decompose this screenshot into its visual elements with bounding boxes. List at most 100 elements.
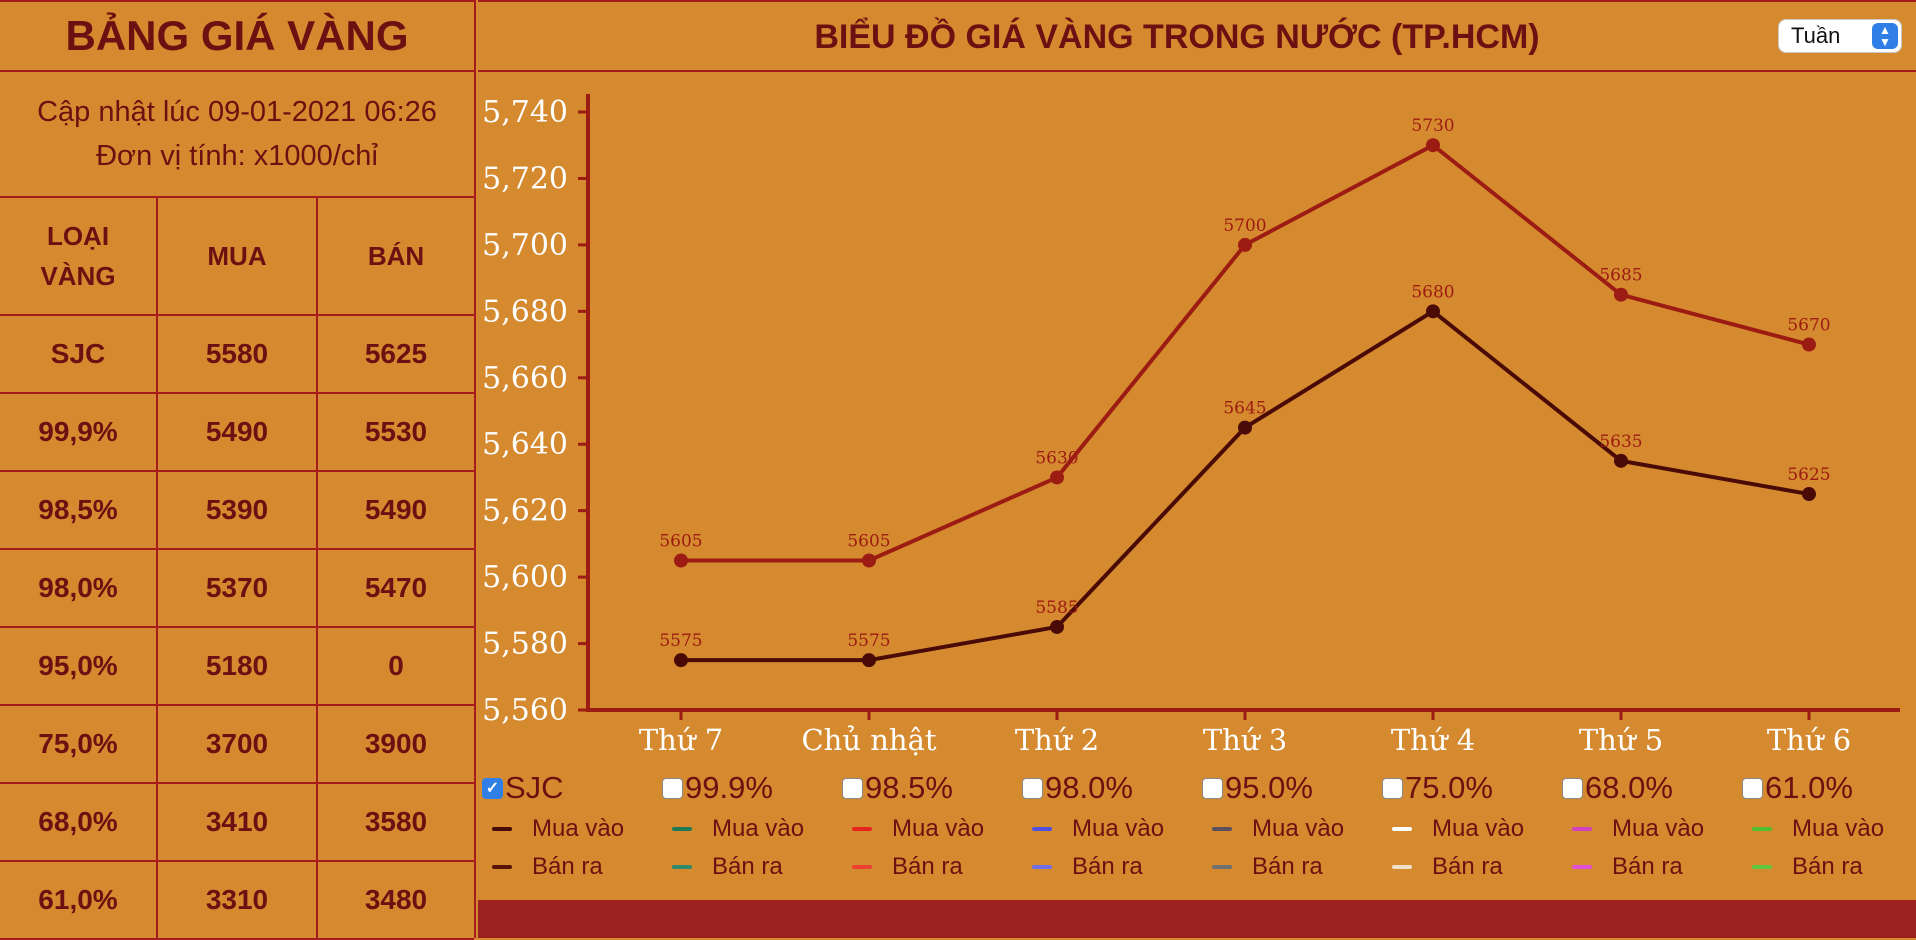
- legend-sell: Bán ra: [842, 848, 1022, 886]
- x-tick-label: Chủ nhật: [801, 723, 936, 757]
- legend-buy-label: Mua vào: [1072, 815, 1165, 842]
- series-line: [681, 142, 1810, 563]
- checkbox[interactable]: [842, 777, 863, 799]
- x-tick-label: Thứ 7: [639, 723, 723, 757]
- legend-group-label: 61.0%: [1765, 770, 1853, 805]
- sell-price-cell: 3480: [317, 861, 474, 940]
- gold-type-cell: 75,0%: [0, 705, 158, 784]
- y-tick-label: 5,580: [482, 627, 568, 662]
- legend-buy: Mua vào: [1382, 810, 1562, 848]
- sell-price-cell: 0: [317, 627, 474, 706]
- checkbox[interactable]: [1742, 777, 1763, 799]
- legend-toggle[interactable]: ✓ SJC: [482, 766, 662, 810]
- update-info: Cập nhật lúc 09-01-2021 06:26 Đơn vị tín…: [0, 72, 474, 198]
- gold-type-cell: 68,0%: [0, 783, 158, 862]
- legend-toggle[interactable]: 99.9%: [662, 766, 842, 810]
- sell-price-cell: 5470: [317, 549, 474, 628]
- select-arrows-icon: ▲ ▼: [1872, 23, 1898, 49]
- legend-sell: Bán ra: [482, 848, 662, 886]
- legend-sell-label: Bán ra: [1252, 853, 1323, 880]
- legend-group: 68.0% Mua vào Bán ra: [1562, 766, 1742, 886]
- x-tick-label: Thứ 3: [1203, 723, 1287, 757]
- legend-buy-label: Mua vào: [892, 815, 985, 842]
- legend-toggle[interactable]: 98.0%: [1022, 766, 1202, 810]
- legend-group-label: 98.5%: [865, 770, 953, 805]
- header-sell: BÁN: [317, 198, 474, 316]
- data-label: 5585: [1035, 598, 1078, 618]
- legend-group: 98.0% Mua vào Bán ra: [1022, 766, 1202, 886]
- x-tick-label: Thứ 2: [1015, 723, 1099, 757]
- series-line: [681, 308, 1810, 663]
- legend-buy-swatch: [492, 827, 512, 831]
- y-tick-label: 5,560: [482, 693, 568, 728]
- legend-buy-label: Mua vào: [1792, 815, 1885, 842]
- buy-price-cell: 5370: [157, 549, 318, 628]
- data-point: [1050, 470, 1064, 485]
- legend-sell-label: Bán ra: [712, 853, 783, 880]
- legend-buy-label: Mua vào: [1612, 815, 1705, 842]
- legend-sell-swatch: [1572, 865, 1592, 869]
- price-table: LOẠI VÀNG MUA BÁN SJC 5580 5625 99,9% 5490 55…: [0, 198, 474, 940]
- legend-toggle[interactable]: 68.0%: [1562, 766, 1742, 810]
- legend-toggle[interactable]: 95.0%: [1202, 766, 1382, 810]
- legend-sell-label: Bán ra: [1432, 853, 1503, 880]
- data-label: 5680: [1411, 282, 1454, 302]
- legend-toggle[interactable]: 75.0%: [1382, 766, 1562, 810]
- data-label: 5645: [1223, 399, 1266, 419]
- period-select[interactable]: Tuần ▲ ▼: [1778, 19, 1902, 53]
- data-point: [1238, 237, 1252, 252]
- legend-group-label: 75.0%: [1405, 770, 1493, 805]
- checkbox[interactable]: [1022, 777, 1043, 799]
- legend-sell-label: Bán ra: [892, 853, 963, 880]
- data-point: [674, 653, 688, 668]
- legend-buy-swatch: [1212, 827, 1232, 831]
- checkbox[interactable]: [662, 777, 683, 799]
- buy-price-cell: 5490: [157, 393, 318, 472]
- legend-buy-label: Mua vào: [532, 815, 625, 842]
- legend-buy-swatch: [1572, 827, 1592, 831]
- legend-sell-swatch: [1212, 865, 1232, 869]
- period-select-value: Tuần: [1791, 23, 1841, 48]
- gold-type-cell: 61,0%: [0, 861, 158, 940]
- legend-buy: Mua vào: [1562, 810, 1742, 848]
- data-label: 5575: [659, 631, 702, 651]
- legend-toggle[interactable]: 61.0%: [1742, 766, 1916, 810]
- data-point: [1614, 287, 1628, 302]
- legend-group-label: 99.9%: [685, 770, 773, 805]
- checkbox[interactable]: [1382, 777, 1403, 799]
- y-tick-label: 5,680: [482, 294, 568, 329]
- data-label: 5575: [847, 631, 890, 651]
- data-label: 5625: [1787, 465, 1830, 485]
- sell-price-cell: 5490: [317, 471, 474, 550]
- y-tick-label: 5,700: [482, 228, 568, 263]
- x-tick-label: Thứ 4: [1391, 723, 1475, 757]
- data-point: [1802, 487, 1816, 502]
- legend-toggle[interactable]: 98.5%: [842, 766, 1022, 810]
- legend-sell-swatch: [672, 865, 692, 869]
- checkbox[interactable]: ✓: [482, 777, 503, 799]
- legend-sell-label: Bán ra: [532, 853, 603, 880]
- table-row: SJC 5580 5625: [0, 315, 474, 394]
- sell-price-cell: 5625: [317, 315, 474, 394]
- legend-sell: Bán ra: [662, 848, 842, 886]
- chart-title: BIỂU ĐỒ GIÁ VÀNG TRONG NƯỚC (TP.HCM): [814, 17, 1540, 56]
- table-row: 98,5% 5390 5490: [0, 471, 474, 550]
- gold-price-chart: 5,560 5,580 5,600 5,620 5,640 5,660 5,680 5,700…: [482, 94, 1900, 757]
- checkbox[interactable]: [1562, 777, 1583, 799]
- buy-price-cell: 5580: [157, 315, 318, 394]
- y-tick-label: 5,720: [482, 161, 568, 196]
- table-row: 68,0% 3410 3580: [0, 783, 474, 862]
- y-tick-label: 5,660: [482, 361, 568, 396]
- data-point: [674, 553, 688, 568]
- legend-buy-swatch: [852, 827, 872, 831]
- gold-type-cell: 95,0%: [0, 627, 158, 706]
- data-point: [1426, 304, 1440, 319]
- legend-group: 98.5% Mua vào Bán ra: [842, 766, 1022, 886]
- checkbox[interactable]: [1202, 777, 1223, 799]
- y-tick-label: 5,740: [482, 95, 568, 130]
- y-tick-label: 5,600: [482, 560, 568, 595]
- data-label: 5685: [1599, 266, 1642, 286]
- legend-group-label: 98.0%: [1045, 770, 1133, 805]
- buy-price-cell: 5180: [157, 627, 318, 706]
- chart-header: BIỂU ĐỒ GIÁ VÀNG TRONG NƯỚC (TP.HCM) Tuầ…: [478, 0, 1916, 72]
